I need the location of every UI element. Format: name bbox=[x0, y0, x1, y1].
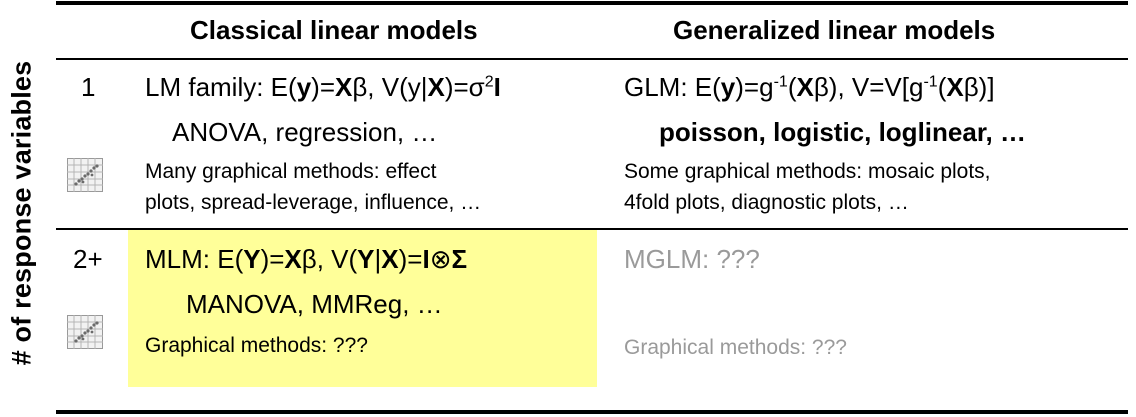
side-axis-label: # of response variables bbox=[6, 60, 37, 366]
mlm-highlight-box bbox=[128, 230, 597, 387]
mlm-graphics: Graphical methods: ??? bbox=[145, 334, 368, 357]
top-rule bbox=[56, 1, 1128, 5]
glm-methods: poisson, logistic, loglinear, … bbox=[659, 117, 1026, 147]
lm-graphics-line-1: Many graphical methods: effect bbox=[145, 160, 437, 183]
lm-graphics-line-2: plots, spread-leverage, influence, … bbox=[145, 191, 482, 214]
glm-formula: GLM: E(y)=g-1(Xβ), V=V[g-1(Xβ)] bbox=[624, 72, 995, 102]
lm-methods: ANOVA, regression, … bbox=[172, 117, 438, 147]
glm-graphics-line-1: Some graphical methods: mosaic plots, bbox=[624, 160, 991, 183]
mglm-formula: MGLM: ??? bbox=[624, 244, 760, 274]
column-header-generalized: Generalized linear models bbox=[673, 15, 996, 45]
row-separator-rule bbox=[56, 228, 1128, 230]
lm-family-formula: LM family: E(y)=Xβ, V(y|X)=σ2I bbox=[145, 72, 501, 102]
column-header-classical: Classical linear models bbox=[190, 15, 478, 45]
mlm-methods: MANOVA, MMReg, … bbox=[186, 289, 443, 319]
scatterplot-matrix-icon bbox=[67, 315, 103, 349]
bottom-rule bbox=[56, 410, 1128, 414]
scatterplot-matrix-icon bbox=[67, 158, 103, 192]
glm-graphics-line-2: 4fold plots, diagnostic plots, … bbox=[624, 191, 909, 214]
row-count-2: 2+ bbox=[73, 244, 103, 274]
mglm-graphics: Graphical methods: ??? bbox=[624, 336, 847, 359]
mlm-formula: MLM: E(Y)=Xβ, V(Y|X)=I⊗Σ bbox=[145, 244, 468, 274]
header-rule bbox=[56, 58, 1128, 60]
row-count-1: 1 bbox=[81, 72, 96, 102]
